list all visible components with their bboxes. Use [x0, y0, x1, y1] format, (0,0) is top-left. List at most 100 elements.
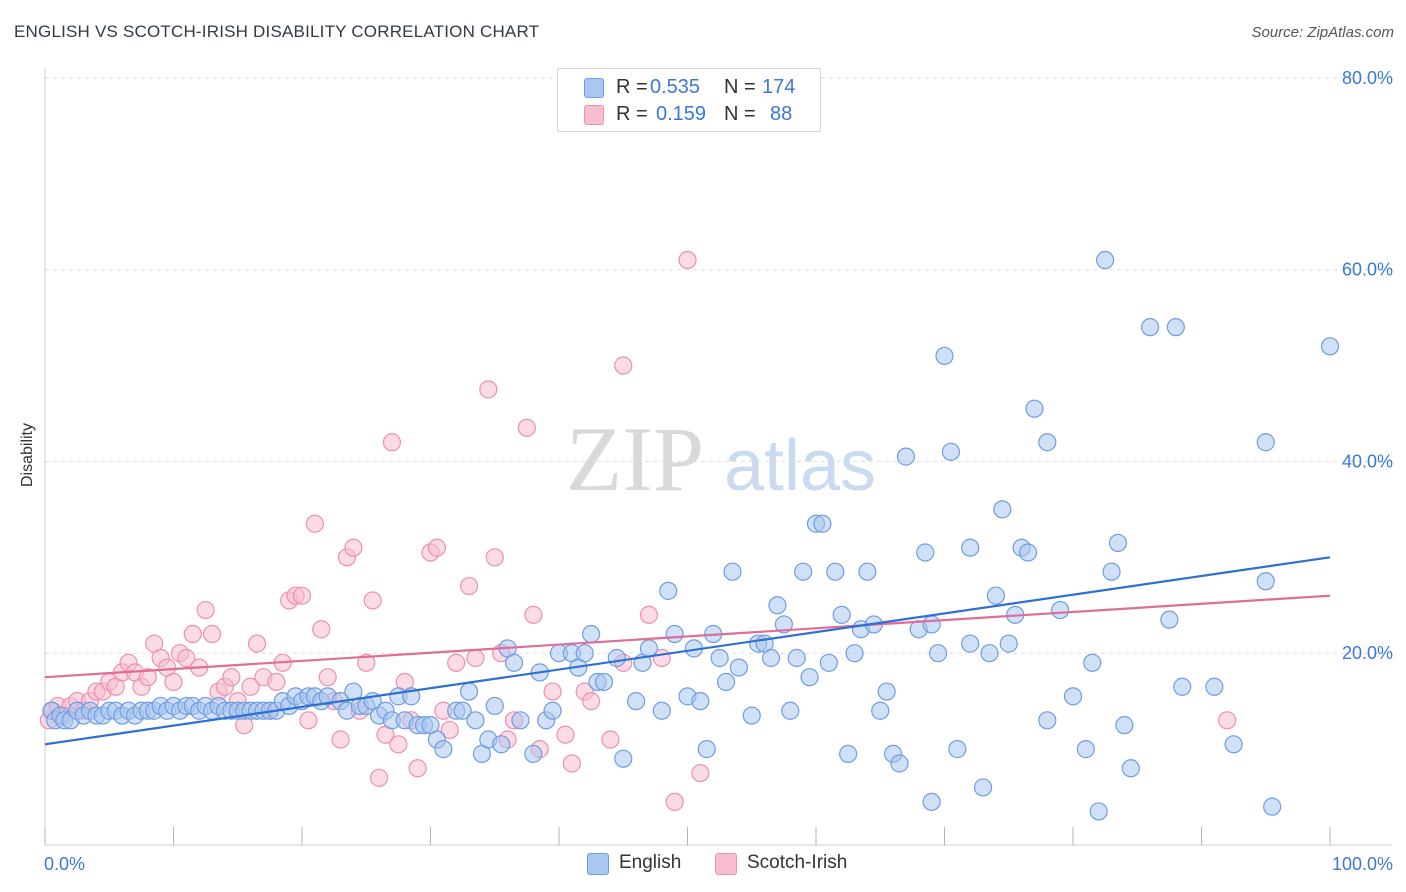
scotch-irish-point	[408, 759, 427, 778]
scotch-irish-point	[344, 538, 363, 557]
english-point	[459, 682, 479, 701]
english-point	[434, 740, 453, 759]
english-point	[1083, 653, 1102, 672]
scotch-irish-points	[39, 250, 1237, 811]
english-point	[716, 672, 736, 692]
scotch-irish-point	[459, 576, 479, 596]
scotch-irish-swatch	[715, 853, 737, 875]
english-point	[826, 562, 845, 581]
english-point	[466, 711, 485, 730]
english-point	[1121, 759, 1140, 778]
english-point	[832, 605, 851, 624]
english-points	[42, 250, 1340, 821]
english-point	[761, 648, 781, 668]
english-point	[626, 692, 646, 711]
english-point	[1263, 797, 1282, 816]
scotch-irish-point	[691, 763, 710, 783]
scotch-irish-point	[164, 672, 183, 692]
scotch-irish-point	[524, 605, 543, 624]
english-point	[928, 644, 948, 663]
scotch-irish-trend-line	[44, 594, 1331, 679]
english-label: English	[619, 852, 682, 873]
n-value: 88	[770, 103, 793, 125]
english-point	[871, 701, 890, 720]
scotch-irish-point	[427, 538, 447, 557]
english-point	[1256, 572, 1275, 591]
english-point	[1051, 600, 1070, 620]
english-point	[774, 615, 793, 634]
r-label: R =	[616, 103, 648, 125]
english-point	[1320, 337, 1340, 356]
english-point	[485, 696, 504, 716]
scotch-irish-point	[479, 380, 498, 399]
english-point	[993, 500, 1012, 519]
scotch-irish-point	[556, 725, 575, 744]
x-tick-label: 0.0%	[44, 854, 85, 874]
english-point	[813, 514, 832, 533]
english-point	[794, 562, 813, 581]
english-point	[973, 778, 993, 797]
english-point	[691, 692, 710, 711]
scotch-irish-point	[447, 653, 466, 672]
english-point	[659, 581, 678, 600]
english-point	[697, 740, 716, 759]
english-point	[845, 644, 864, 663]
tick-labels: 20.0% 40.0% 60.0% 80.0% 0.0% 100.0%	[44, 68, 1393, 874]
english-point	[948, 740, 967, 759]
scotch-irish-point	[318, 668, 337, 687]
english-point	[504, 653, 524, 672]
english-point	[1140, 318, 1160, 337]
y-tick-label: 60.0%	[1342, 260, 1393, 280]
n-value: 174	[762, 76, 796, 98]
english-point	[935, 346, 954, 366]
scotch-irish-point	[639, 605, 659, 624]
english-point	[1166, 318, 1185, 337]
english-point	[877, 682, 896, 701]
scotch-irish-point	[389, 735, 408, 754]
english-point	[1018, 543, 1038, 562]
english-point	[575, 644, 594, 663]
english-point	[729, 658, 749, 677]
scotch-irish-point	[370, 768, 389, 787]
scotch-irish-point	[466, 648, 485, 668]
scotch-irish-point	[543, 682, 562, 701]
english-point	[787, 648, 806, 668]
english-point	[614, 749, 633, 768]
english-point	[800, 668, 819, 687]
scotch-irish-point	[305, 514, 324, 533]
english-swatch	[584, 78, 604, 98]
english-point	[582, 624, 601, 644]
scotch-irish-point	[202, 624, 222, 644]
english-swatch	[587, 853, 609, 875]
english-point	[639, 639, 659, 658]
english-point	[665, 624, 684, 644]
grid-lines	[45, 77, 1392, 654]
english-point	[781, 701, 800, 720]
english-point	[1038, 711, 1057, 730]
scotch-irish-point	[177, 648, 196, 668]
watermark-zip: ZIP	[566, 408, 704, 510]
english-point	[986, 586, 1006, 605]
english-point	[980, 644, 999, 663]
english-point	[453, 701, 472, 720]
english-point	[890, 754, 909, 773]
english-point	[858, 562, 877, 581]
scotch-irish-point	[665, 792, 684, 811]
english-point	[896, 447, 916, 466]
y-tick-label: 80.0%	[1342, 68, 1393, 88]
n-label: N =	[724, 76, 756, 98]
english-point	[941, 442, 961, 461]
english-point	[999, 634, 1018, 653]
source-credit: Source: ZipAtlas.com	[1251, 24, 1394, 41]
english-point	[922, 792, 941, 811]
english-point	[594, 672, 614, 692]
english-point	[1115, 716, 1134, 735]
scotch-irish-point	[138, 668, 157, 687]
scotch-irish-point	[485, 548, 504, 567]
english-point	[1160, 610, 1179, 629]
english-point	[1256, 433, 1275, 452]
correlation-legend: R = 0.535 N = 174 R = 0.159 N = 88	[557, 68, 821, 132]
scotch-irish-point	[1218, 711, 1237, 730]
scotch-irish-point	[299, 711, 318, 730]
scotch-irish-point	[678, 250, 697, 270]
